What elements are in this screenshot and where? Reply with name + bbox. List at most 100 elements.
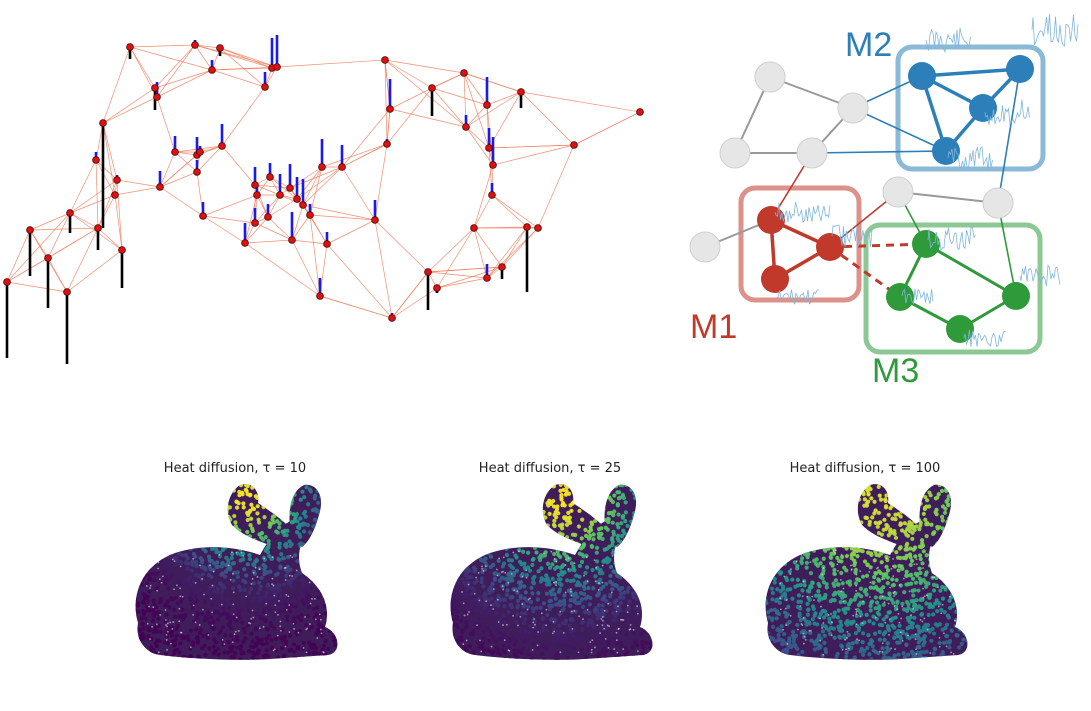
- heat-point: [135, 488, 139, 493]
- heat-point: [284, 502, 289, 507]
- heat-point: [522, 634, 528, 639]
- mesh-speckle: [288, 631, 291, 633]
- heat-point: [519, 650, 524, 656]
- heat-point: [497, 578, 502, 583]
- heat-point: [130, 614, 134, 618]
- heat-point: [450, 504, 455, 509]
- heat-point: [950, 582, 955, 587]
- heat-point: [805, 491, 810, 496]
- heat-point: [540, 651, 545, 656]
- heat-point: [194, 513, 199, 518]
- heat-point: [469, 611, 474, 616]
- mesh-speckle: [229, 578, 232, 581]
- heat-point: [819, 484, 824, 487]
- heat-point: [843, 489, 848, 494]
- heat-point: [861, 659, 867, 660]
- heat-point: [616, 543, 621, 549]
- heat-point: [210, 545, 216, 550]
- heat-point: [808, 501, 813, 506]
- heat-point: [307, 530, 312, 535]
- heat-point: [459, 618, 464, 623]
- heat-point: [291, 642, 297, 647]
- heat-point: [607, 478, 611, 482]
- heat-point: [135, 492, 137, 497]
- heat-point: [452, 528, 457, 533]
- heat-point: [923, 656, 928, 660]
- heat-point: [256, 648, 262, 653]
- heat-point: [598, 513, 603, 518]
- mesh-speckle: [922, 587, 924, 590]
- heat-point: [318, 494, 324, 499]
- heat-point: [457, 487, 462, 492]
- heat-point: [149, 571, 154, 577]
- heat-point: [505, 543, 510, 548]
- heat-point: [610, 536, 615, 541]
- heat-point: [128, 629, 132, 633]
- heat-point: [254, 558, 259, 563]
- heat-point: [468, 498, 473, 503]
- heat-point: [314, 611, 319, 617]
- heat-point: [284, 476, 288, 480]
- heat-point: [604, 546, 610, 551]
- graph-edge: [374, 219, 429, 273]
- heat-point: [218, 484, 223, 488]
- heat-point: [198, 518, 204, 523]
- heat-point: [873, 571, 878, 576]
- heat-point: [502, 619, 507, 625]
- heat-point: [953, 654, 958, 659]
- heat-point: [956, 552, 961, 557]
- heat-point: [489, 521, 495, 526]
- heat-point: [874, 538, 879, 543]
- heat-point: [254, 479, 258, 483]
- heat-point: [955, 484, 960, 486]
- graph-node: [570, 141, 578, 149]
- heat-point: [302, 656, 307, 660]
- mesh-speckle: [629, 582, 632, 585]
- graph-edge: [431, 87, 467, 128]
- heat-point: [570, 479, 574, 483]
- heat-point: [140, 500, 145, 505]
- heat-point: [631, 655, 636, 660]
- heat-point: [163, 498, 168, 503]
- heat-point: [839, 528, 844, 533]
- heat-point: [145, 504, 150, 509]
- heat-point: [555, 549, 560, 554]
- heat-point: [833, 519, 838, 524]
- heat-point: [200, 611, 205, 617]
- graph-node: [293, 195, 301, 203]
- heat-point: [270, 503, 275, 508]
- heat-point: [464, 519, 469, 524]
- heat-point: [169, 518, 175, 523]
- mesh-speckle: [495, 568, 498, 571]
- heat-point: [520, 571, 525, 577]
- heat-point: [570, 547, 575, 552]
- heat-point: [175, 500, 181, 505]
- heat-point: [770, 511, 775, 517]
- graph-node: [485, 144, 493, 152]
- mesh-speckle: [542, 552, 545, 555]
- mesh-speckle: [309, 576, 312, 579]
- graph-edge: [159, 151, 176, 188]
- heat-point: [544, 628, 549, 633]
- heat-point: [333, 501, 338, 506]
- heat-point: [888, 478, 892, 482]
- heat-point: [902, 590, 907, 595]
- heat-point: [794, 550, 799, 555]
- heat-point: [621, 528, 626, 533]
- graph-edge: [95, 159, 99, 229]
- heat-point: [916, 500, 921, 505]
- graph-edge: [537, 144, 575, 229]
- heat-point: [757, 547, 761, 551]
- heat-point: [829, 516, 834, 521]
- heat-point: [140, 523, 145, 528]
- mesh-speckle: [564, 564, 567, 566]
- heat-point: [165, 599, 171, 604]
- heat-point: [514, 638, 519, 643]
- heat-point: [810, 505, 815, 511]
- mesh-speckle: [482, 570, 485, 572]
- heat-point: [309, 566, 314, 571]
- heat-point: [450, 602, 454, 607]
- heat-point: [618, 477, 622, 481]
- heat-point: [285, 564, 290, 569]
- heat-point: [935, 541, 940, 546]
